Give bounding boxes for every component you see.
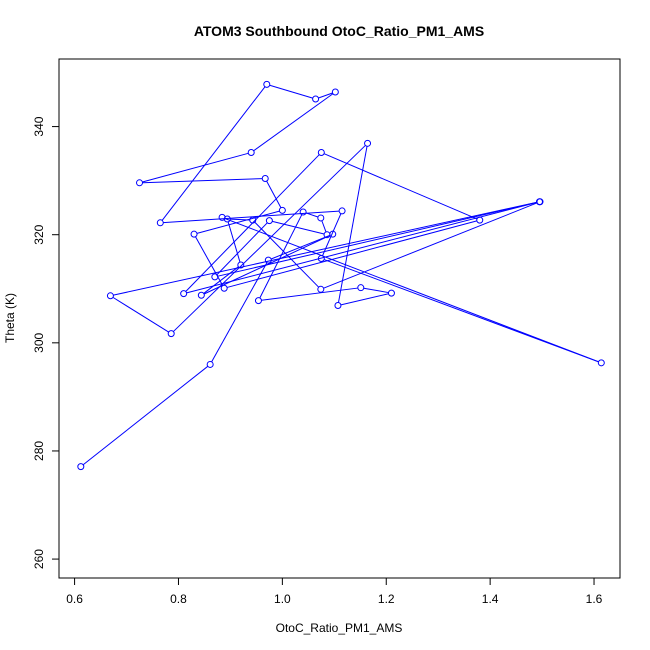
data-point [265, 217, 273, 225]
data-point [237, 261, 245, 269]
data-point [317, 285, 325, 293]
y-tick-label: 280 [32, 441, 46, 461]
data-point [278, 206, 286, 214]
data-point [317, 214, 325, 222]
data-point [190, 230, 198, 238]
plot-frame [58, 58, 621, 579]
data-point [136, 179, 144, 187]
series-line-segment [112, 296, 169, 333]
x-tick-label: 1.6 [586, 592, 603, 606]
series-line-segment [272, 220, 325, 235]
data-point [106, 292, 114, 300]
data-point [77, 463, 85, 471]
series-line-segment [196, 210, 280, 234]
series-line-segment [142, 178, 263, 184]
x-tick-label: 1.2 [378, 592, 395, 606]
series-line-segment [318, 92, 333, 99]
y-tick-label: 300 [32, 332, 46, 352]
series-line-segment [163, 210, 340, 224]
data-point [364, 139, 372, 147]
data-point [211, 273, 219, 281]
x-tick-label: 0.6 [66, 592, 83, 606]
y-axis: 260 280 300 320 340 [32, 116, 59, 569]
data-point [220, 284, 228, 292]
series-line-segment [226, 220, 477, 288]
data-point [254, 297, 262, 305]
y-axis-label: Theta (K) [3, 293, 17, 343]
x-axis-label: OtoC_Ratio_PM1_AMS [276, 621, 403, 635]
series-line-segment [113, 201, 537, 296]
data-point [180, 290, 188, 298]
data-point [197, 291, 205, 299]
series-line-segment [259, 214, 303, 299]
data-point [597, 359, 605, 367]
data-point [264, 256, 272, 264]
series-line-segment [363, 287, 389, 294]
series-line-segment [323, 153, 478, 220]
series-line-segment [203, 266, 239, 294]
series-line-segment [266, 180, 282, 208]
y-tick-label: 320 [32, 224, 46, 244]
series-line-segment [253, 93, 334, 152]
series-layer [77, 80, 605, 471]
x-tick-label: 0.8 [170, 592, 187, 606]
data-point [261, 174, 269, 182]
data-point [338, 207, 346, 215]
series-line-segment [195, 236, 224, 286]
data-point [167, 330, 175, 338]
series-line-segment [224, 218, 599, 363]
series-line-segment [261, 287, 358, 301]
x-tick-label: 1.4 [482, 592, 499, 606]
series-line-segment [161, 86, 266, 221]
data-point [476, 216, 484, 224]
series-line-segment [142, 152, 249, 183]
series-line-segment [173, 145, 366, 332]
series-line-segment [323, 202, 538, 289]
data-point [249, 216, 257, 224]
data-point [323, 231, 331, 239]
series-line-segment [217, 201, 538, 277]
series-line-segment [337, 146, 368, 303]
data-point [247, 149, 255, 157]
x-tick-label: 1.0 [274, 592, 291, 606]
series-line-segment [322, 213, 342, 256]
series-line-segment [340, 293, 389, 306]
data-point [317, 149, 325, 157]
data-point [156, 219, 164, 227]
y-tick-label: 340 [32, 116, 46, 136]
series-line-segment [269, 84, 313, 99]
series-line-segment [186, 201, 537, 294]
data-point [299, 208, 307, 216]
series-line-segment [82, 365, 209, 466]
data-point [263, 80, 271, 88]
data-point [334, 302, 342, 310]
data-point [535, 198, 543, 206]
y-tick-label: 260 [32, 549, 46, 569]
data-point [331, 88, 339, 96]
data-point [387, 289, 395, 297]
data-point [218, 213, 226, 221]
data-point [312, 95, 320, 103]
series-line-segment [254, 221, 320, 288]
chart-title: ATOM3 Southbound OtoC_Ratio_PM1_AMS [194, 23, 484, 39]
data-point [317, 254, 325, 262]
data-point [206, 360, 214, 368]
x-axis: 0.6 0.8 1.0 1.2 1.4 1.6 [66, 578, 603, 606]
series-line-segment [321, 220, 327, 233]
data-point [357, 284, 365, 292]
